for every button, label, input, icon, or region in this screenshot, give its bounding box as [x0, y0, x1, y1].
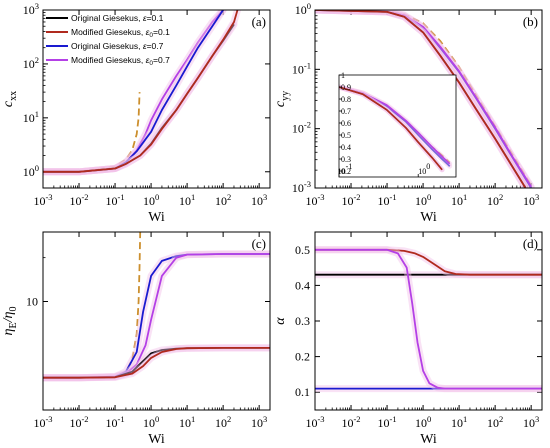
series-line-asymptote — [43, 92, 141, 173]
x-tick-label: 10-1 — [106, 192, 125, 208]
y-tick-label: 100 — [295, 1, 311, 17]
x-tick-label: 10-3 — [305, 414, 324, 430]
x-tick-label: 103 — [523, 192, 539, 208]
x-tick-label: 10-2 — [341, 192, 360, 208]
x-axis-label: Wi — [420, 210, 437, 225]
inset-y-tick-label: 0.2 — [341, 167, 351, 176]
inset-frame — [338, 74, 457, 178]
x-tick-label: 100 — [415, 192, 431, 208]
y-tick-label: 10-2 — [292, 120, 311, 136]
plot-frame — [314, 9, 543, 189]
inset-y-tick-label: 0.4 — [341, 143, 351, 152]
x-axis-label: Wi — [148, 432, 165, 447]
x-tick-label: 102 — [487, 192, 503, 208]
series-line-asymptote — [43, 232, 142, 379]
legend-entry: Original Giesekus, ε=0.7 — [71, 41, 164, 51]
x-tick-label: 10-1 — [106, 414, 125, 430]
inset-y-tick-label: 0.9 — [341, 83, 351, 92]
y-tick-label: 0.2 — [295, 350, 310, 364]
inset-y-tick-label: 0.3 — [341, 155, 351, 164]
legend-entry: Original Giesekus, ε=0.1 — [71, 13, 164, 23]
series-group — [43, 232, 270, 382]
series-line-modified_01 — [43, 10, 239, 173]
x-tick-label: 10-1 — [378, 414, 397, 430]
x-tick-label: 102 — [215, 414, 231, 430]
legend-entry: Modified Giesekus, ε0=0.7 — [71, 55, 170, 67]
x-tick-label: 102 — [215, 192, 231, 208]
panel-label: (d) — [523, 236, 538, 251]
plot-frame — [314, 231, 543, 411]
x-tick-label: 10-1 — [378, 192, 397, 208]
x-tick-label: 102 — [487, 414, 503, 430]
panel-label: (a) — [252, 14, 266, 29]
series-line-modified_07-band — [315, 246, 542, 393]
series-line-modified_01 — [315, 10, 527, 188]
x-tick-label: 10-3 — [33, 414, 52, 430]
y-tick-label: 100 — [23, 163, 39, 179]
y-tick-label: 103 — [23, 1, 39, 17]
inset-series-line-modified_01 — [339, 86, 443, 171]
panel-label: (c) — [252, 236, 266, 251]
y-tick-label: 0.4 — [295, 278, 310, 292]
legend-entry: Modified Giesekus, ε0=0.1 — [71, 27, 170, 39]
y-tick-label: 0.1 — [295, 385, 310, 399]
panel-b: 10-3 10-2 10-1 100 101 102 103 10-3 10-2 10-1 100 W… — [273, 1, 543, 225]
panel-a: 10-3 10-2 10-1 100 101 102 103 100 101 102 103 Wi cx… — [1, 1, 271, 225]
x-tick-label: 101 — [179, 192, 195, 208]
legend: Original Giesekus, ε=0.1 Modified Gieseku… — [46, 13, 170, 67]
x-tick-label: 103 — [523, 414, 539, 430]
inset-y-tick-label: 0.6 — [341, 119, 351, 128]
y-axis-label: ηE/η0 — [1, 307, 19, 336]
x-tick-label: 100 — [143, 192, 159, 208]
x-tick-label: 10-3 — [33, 192, 52, 208]
x-axis-label: Wi — [148, 210, 165, 225]
series-group — [43, 10, 241, 176]
panel-c: 10-3 10-2 10-1 100 101 102 103 10 Wi ηE/η0 (c) — [1, 231, 271, 447]
series-line-modified_01-band — [315, 246, 542, 279]
x-tick-label: 100 — [143, 414, 159, 430]
y-axis-label: α — [273, 317, 288, 325]
x-tick-label: 10-2 — [69, 192, 88, 208]
x-tick-label: 10-2 — [69, 414, 88, 430]
y-axis-label: cyy — [273, 91, 291, 107]
plot-frame — [42, 231, 271, 411]
x-tick-label: 100 — [415, 414, 431, 430]
series-line-modified_01-band — [43, 344, 270, 382]
x-tick-label: 10-2 — [341, 414, 360, 430]
y-tick-label: 0.5 — [295, 243, 310, 257]
y-tick-label: 101 — [23, 109, 39, 125]
series-line-modified_01 — [315, 248, 542, 276]
x-tick-label: 10-3 — [305, 192, 324, 208]
panel-label: (b) — [523, 14, 538, 29]
series-line-modified_07 — [315, 248, 542, 390]
x-tick-label: 103 — [251, 192, 267, 208]
x-axis-label: Wi — [420, 432, 437, 447]
series-line-modified_07 — [315, 10, 532, 188]
series-line-modified_01 — [43, 346, 270, 379]
inset-series-group — [339, 84, 453, 173]
x-tick-label: 101 — [451, 192, 467, 208]
y-tick-label: 10-1 — [292, 60, 311, 76]
plot-frame — [42, 9, 271, 189]
x-tick-label: 101 — [179, 414, 195, 430]
inset-y-tick-label: 1 — [341, 71, 345, 80]
y-tick-label: 102 — [23, 55, 39, 71]
y-axis-label: cxx — [1, 91, 19, 107]
y-tick-label: 0.3 — [295, 314, 310, 328]
series-line-original_07-band — [43, 250, 270, 382]
inset-y-tick-label: 0.5 — [341, 131, 351, 140]
series-group — [315, 10, 535, 188]
panel-d: 10-3 10-2 10-1 100 101 102 103 0.1 0.2 0.3 0.4 0.5 W… — [273, 231, 543, 447]
inset-y-tick-label: 0.7 — [341, 107, 351, 116]
inset-series-line-modified_07 — [339, 86, 451, 165]
series-group — [315, 246, 542, 393]
x-tick-label: 101 — [451, 414, 467, 430]
y-tick-label: 10 — [26, 295, 38, 309]
x-tick-label: 103 — [251, 414, 267, 430]
y-tick-label: 10-3 — [292, 179, 311, 195]
inset-y-tick-label: 0.8 — [341, 95, 351, 104]
